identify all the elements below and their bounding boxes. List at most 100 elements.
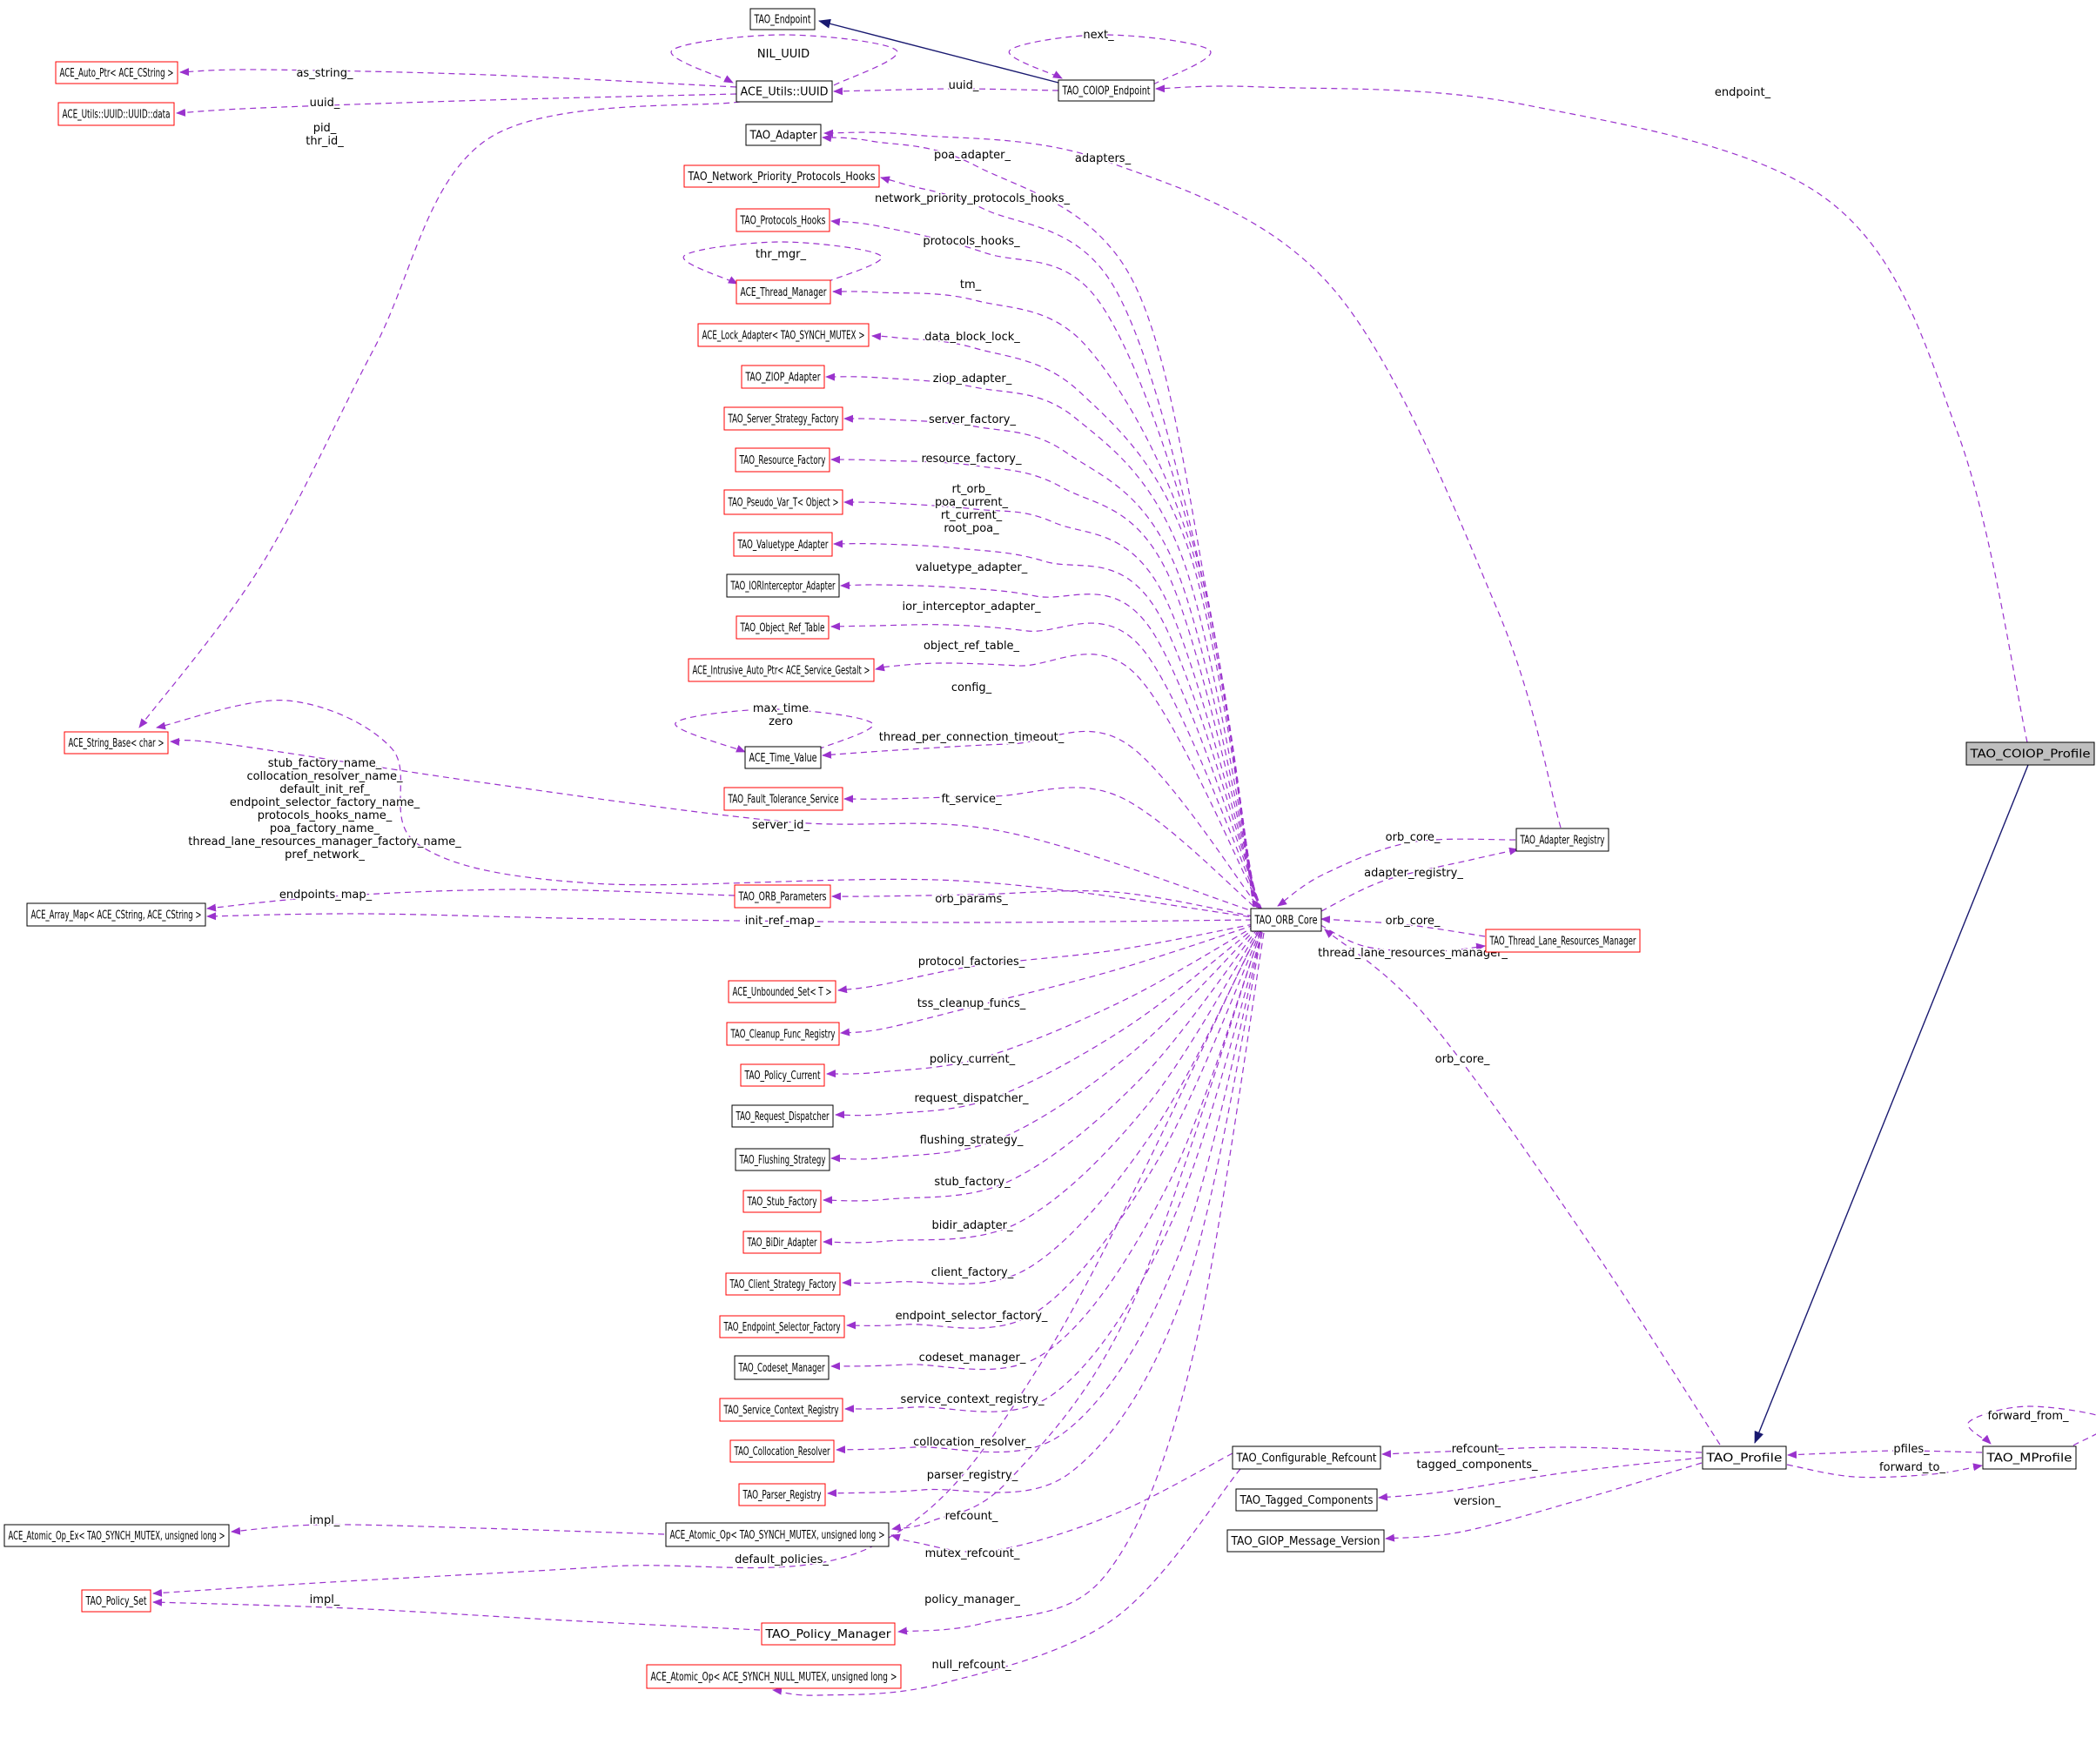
node-box-tao_endpoint[interactable] (749, 8, 816, 30)
node-tao_server_strategy_factory[interactable]: TAO_Server_Strategy_Factory (723, 406, 843, 431)
node-tao_orb_core[interactable]: TAO_ORB_Core (1250, 908, 1322, 932)
node-tao_flushing_strategy[interactable]: TAO_Flushing_Strategy (735, 1148, 830, 1171)
node-box-tao_profile[interactable] (1702, 1445, 1787, 1470)
node-box-tao_tlrm[interactable] (1485, 929, 1641, 953)
node-box-tao_flushing_strategy[interactable] (735, 1148, 830, 1171)
node-box-tao_protocols_hooks[interactable] (736, 208, 830, 232)
node-tao_profile[interactable]: TAO_Profile (1702, 1445, 1787, 1470)
node-tao_fault_tolerance_service[interactable]: TAO_Fault_Tolerance_Service (723, 787, 843, 811)
node-tao_codeset_manager[interactable]: TAO_Codeset_Manager (734, 1355, 830, 1380)
node-box-ace_string_base[interactable] (64, 731, 169, 755)
node-box-tao_adapter[interactable] (745, 124, 822, 146)
node-tao_valuetype_adapter[interactable]: TAO_Valuetype_Adapter (733, 532, 833, 557)
node-ace_auto_ptr[interactable]: ACE_Auto_Ptr< ACE_CString > (55, 61, 178, 84)
node-box-tao_object_ref_table[interactable] (736, 615, 830, 640)
node-box-ace_atomic_op_sync[interactable] (665, 1522, 890, 1547)
node-box-tao_npph[interactable] (683, 164, 880, 188)
node-tao_tlrm[interactable]: TAO_Thread_Lane_Resources_Manager (1485, 929, 1641, 953)
node-ace_atomic_op_sync[interactable]: ACE_Atomic_Op< TAO_SYNCH_MUTEX, unsigned… (665, 1522, 890, 1547)
node-tao_policy_set[interactable]: TAO_Policy_Set (81, 1589, 151, 1613)
node-box-tao_orb_parameters[interactable] (734, 884, 831, 909)
node-tao_client_strategy_factory[interactable]: TAO_Client_Strategy_Factory (725, 1272, 841, 1296)
node-tao_orb_parameters[interactable]: TAO_ORB_Parameters (734, 884, 831, 909)
node-box-ace_utils_uuid[interactable] (736, 80, 833, 103)
node-ace_time_value[interactable]: ACE_Time_Value (744, 746, 822, 769)
node-box-ace_array_map[interactable] (26, 902, 206, 927)
node-box-ace_atomic_op_ex[interactable] (3, 1524, 230, 1547)
node-box-ace_atomic_op_null[interactable] (646, 1664, 902, 1689)
node-ace_thread_manager[interactable]: ACE_Thread_Manager (736, 279, 831, 305)
node-tao_pseudo_var_t[interactable]: TAO_Pseudo_Var_T< Object > (723, 489, 843, 515)
node-tao_collocation_resolver[interactable]: TAO_Collocation_Resolver (729, 1439, 835, 1463)
node-box-tao_adapter_registry[interactable] (1515, 828, 1609, 852)
node-box-tao_server_strategy_factory[interactable] (723, 406, 843, 431)
node-box-tao_tagged_components[interactable] (1235, 1488, 1378, 1512)
node-tao_service_context_registry[interactable]: TAO_Service_Context_Registry (719, 1398, 843, 1422)
node-tao_request_dispatcher[interactable]: TAO_Request_Dispatcher (731, 1104, 834, 1128)
node-tao_coiop_endpoint[interactable]: TAO_COIOP_Endpoint (1058, 79, 1155, 102)
node-tao_protocols_hooks[interactable]: TAO_Protocols_Hooks (736, 208, 830, 232)
node-box-ace_thread_manager[interactable] (736, 279, 831, 305)
node-tao_mprofile[interactable]: TAO_MProfile (1982, 1445, 2077, 1470)
node-box-tao_giop_message_version[interactable] (1226, 1529, 1385, 1553)
node-box-tao_request_dispatcher[interactable] (731, 1104, 834, 1128)
node-tao_bidir_adapter[interactable]: TAO_BiDir_Adapter (742, 1231, 822, 1254)
node-box-ace_intrusive_auto_ptr[interactable] (688, 658, 875, 682)
node-box-tao_pseudo_var_t[interactable] (723, 489, 843, 515)
node-ace_atomic_op_null[interactable]: ACE_Atomic_Op< ACE_SYNCH_NULL_MUTEX, uns… (646, 1664, 902, 1689)
node-tao_object_ref_table[interactable]: TAO_Object_Ref_Table (736, 615, 830, 640)
node-box-tao_endpoint_selector_factory[interactable] (719, 1315, 845, 1338)
node-tao_tagged_components[interactable]: TAO_Tagged_Components (1235, 1488, 1378, 1512)
node-tao_policy_manager[interactable]: TAO_Policy_Manager (761, 1622, 896, 1646)
node-tao_endpoint_selector_factory[interactable]: TAO_Endpoint_Selector_Factory (719, 1315, 845, 1338)
node-box-tao_ziop_adapter[interactable] (741, 365, 825, 389)
node-box-tao_valuetype_adapter[interactable] (733, 532, 833, 557)
node-ace_uuid_data[interactable]: ACE_Utils::UUID::UUID::data (57, 102, 175, 126)
node-box-tao_codeset_manager[interactable] (734, 1355, 830, 1380)
node-box-tao_policy_set[interactable] (81, 1589, 151, 1613)
node-box-ace_lock_adapter[interactable] (697, 323, 870, 347)
node-box-tao_cleanup_func_registry[interactable] (726, 1022, 840, 1046)
node-box-tao_mprofile[interactable] (1982, 1445, 2077, 1470)
node-box-tao_service_context_registry[interactable] (719, 1398, 843, 1422)
node-tao_cleanup_func_registry[interactable]: TAO_Cleanup_Func_Registry (726, 1022, 840, 1046)
node-box-tao_parser_registry[interactable] (738, 1483, 826, 1506)
node-box-tao_policy_manager[interactable] (761, 1622, 896, 1646)
node-tao_iorinterceptor_adapter[interactable]: TAO_IORInterceptor_Adapter (726, 573, 840, 598)
node-box-tao_bidir_adapter[interactable] (742, 1231, 822, 1254)
node-tao_adapter_registry[interactable]: TAO_Adapter_Registry (1515, 828, 1609, 852)
node-ace_lock_adapter[interactable]: ACE_Lock_Adapter< TAO_SYNCH_MUTEX > (697, 323, 870, 347)
node-tao_adapter[interactable]: TAO_Adapter (745, 124, 822, 146)
node-box-tao_orb_core[interactable] (1250, 908, 1322, 932)
node-box-ace_unbounded_set[interactable] (728, 980, 836, 1003)
node-ace_array_map[interactable]: ACE_Array_Map< ACE_CString, ACE_CString … (26, 902, 206, 927)
node-tao_policy_current[interactable]: TAO_Policy_Current (740, 1063, 825, 1087)
node-tao_npph[interactable]: TAO_Network_Priority_Protocols_Hooks (683, 164, 880, 188)
node-box-tao_coiop_profile[interactable] (1965, 741, 2095, 766)
node-box-ace_time_value[interactable] (744, 746, 822, 769)
node-box-tao_client_strategy_factory[interactable] (725, 1272, 841, 1296)
node-box-ace_auto_ptr[interactable] (55, 61, 178, 84)
node-box-tao_policy_current[interactable] (740, 1063, 825, 1087)
node-box-tao_resource_factory[interactable] (735, 447, 830, 473)
node-tao_stub_factory[interactable]: TAO_Stub_Factory (742, 1190, 822, 1213)
node-tao_ziop_adapter[interactable]: TAO_ZIOP_Adapter (741, 365, 825, 389)
node-box-tao_stub_factory[interactable] (742, 1190, 822, 1213)
node-tao_parser_registry[interactable]: TAO_Parser_Registry (738, 1483, 826, 1506)
node-ace_intrusive_auto_ptr[interactable]: ACE_Intrusive_Auto_Ptr< ACE_Service_Gest… (688, 658, 875, 682)
node-box-tao_configurable_refcount[interactable] (1232, 1445, 1381, 1470)
node-box-tao_fault_tolerance_service[interactable] (723, 787, 843, 811)
node-tao_giop_message_version[interactable]: TAO_GIOP_Message_Version (1226, 1529, 1385, 1553)
node-ace_string_base[interactable]: ACE_String_Base< char > (64, 731, 169, 755)
node-box-ace_uuid_data[interactable] (57, 102, 175, 126)
node-tao_coiop_profile[interactable]: TAO_COIOP_Profile (1965, 741, 2095, 766)
node-ace_atomic_op_ex[interactable]: ACE_Atomic_Op_Ex< TAO_SYNCH_MUTEX, unsig… (3, 1524, 230, 1547)
node-box-tao_coiop_endpoint[interactable] (1058, 79, 1155, 102)
node-tao_resource_factory[interactable]: TAO_Resource_Factory (735, 447, 830, 473)
node-ace_unbounded_set[interactable]: ACE_Unbounded_Set< T > (728, 980, 836, 1003)
node-tao_configurable_refcount[interactable]: TAO_Configurable_Refcount (1232, 1445, 1381, 1470)
node-box-tao_collocation_resolver[interactable] (729, 1439, 835, 1463)
node-tao_endpoint[interactable]: TAO_Endpoint (749, 8, 816, 30)
node-box-tao_iorinterceptor_adapter[interactable] (726, 573, 840, 598)
node-ace_utils_uuid[interactable]: ACE_Utils::UUID (736, 80, 833, 103)
